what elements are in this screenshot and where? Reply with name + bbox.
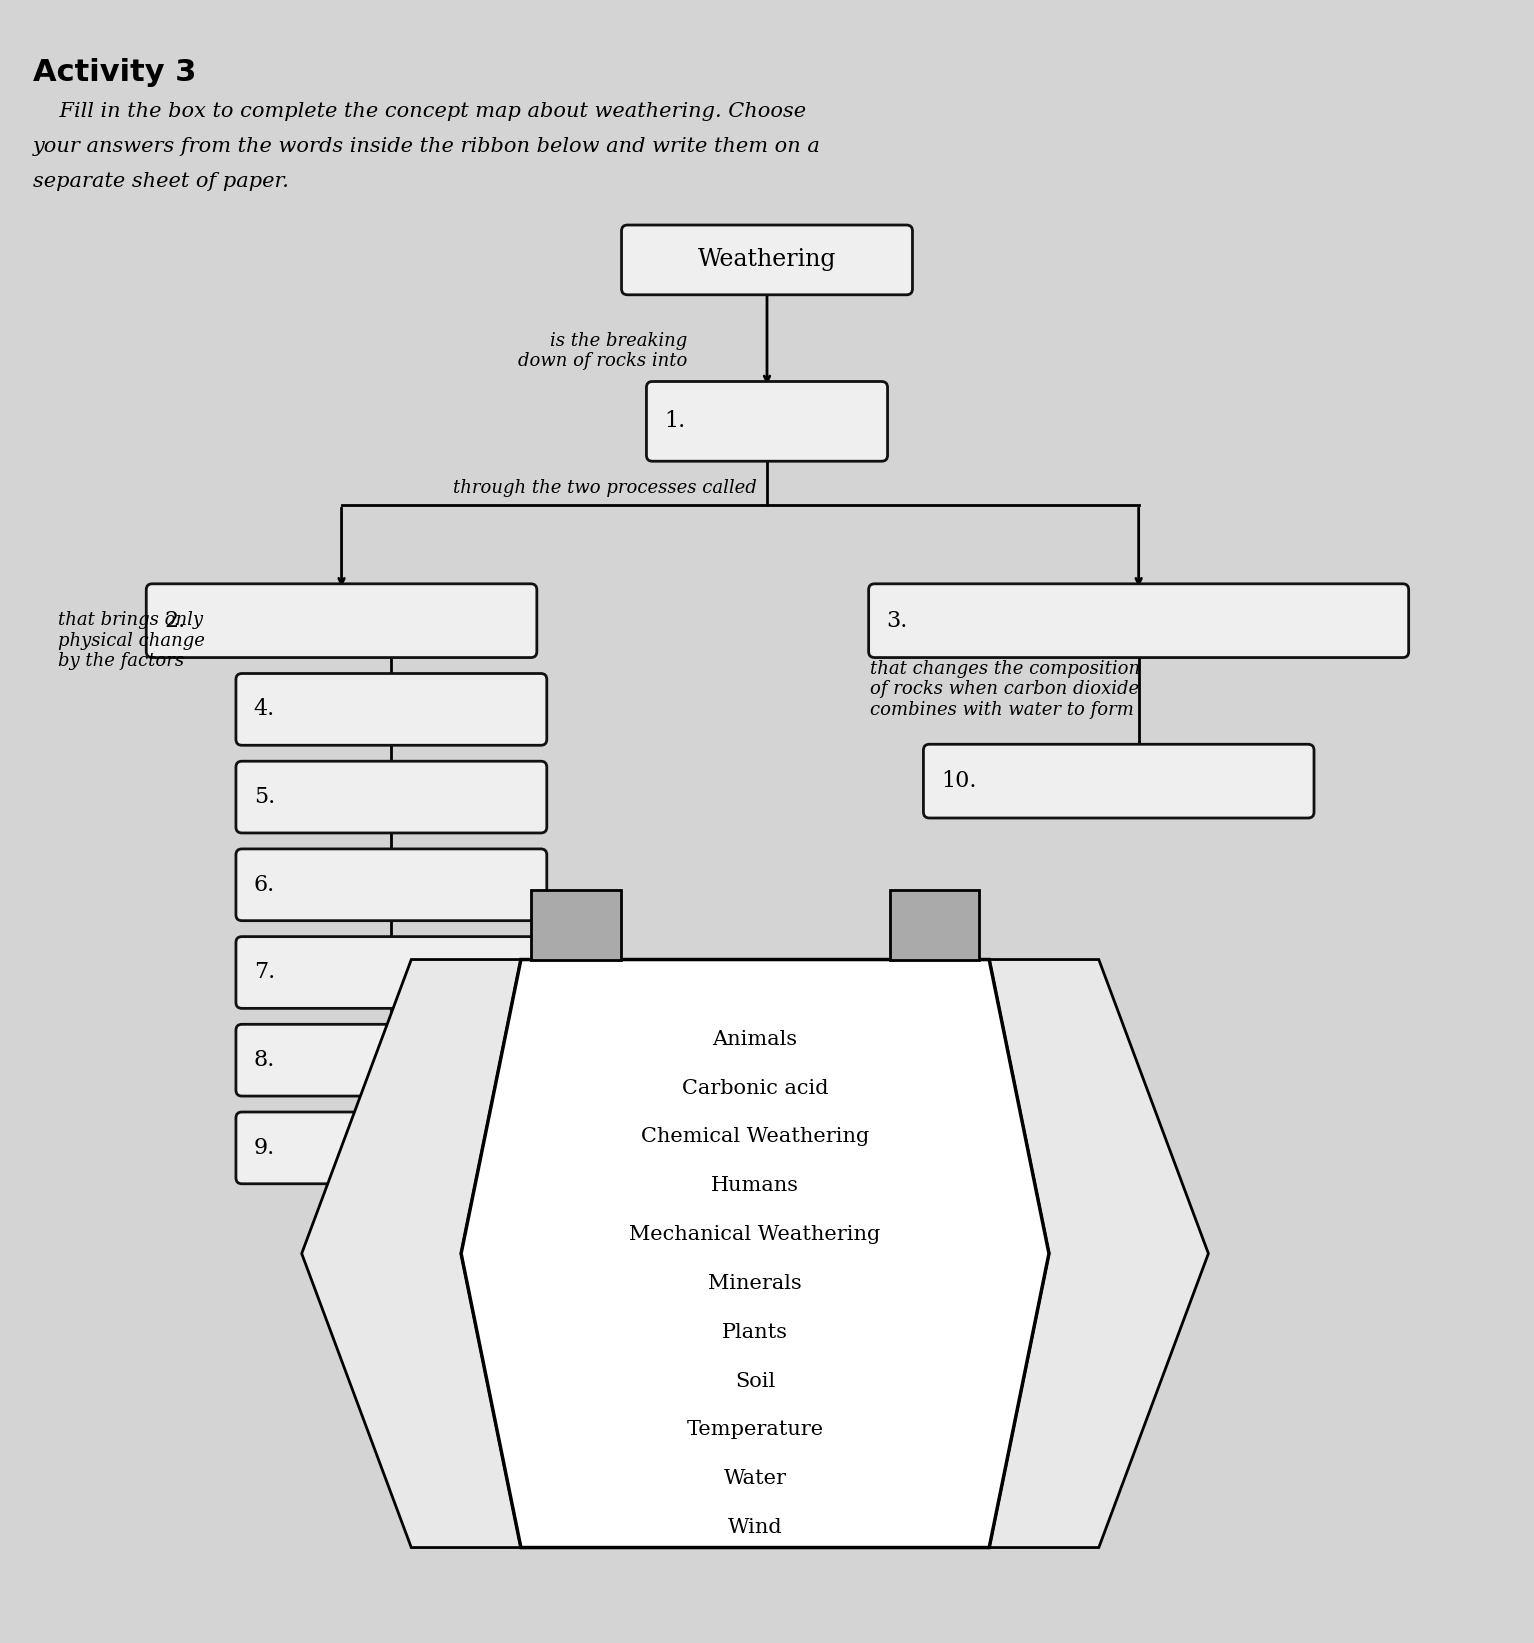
- FancyBboxPatch shape: [236, 674, 546, 746]
- Text: through the two processes called: through the two processes called: [453, 480, 758, 498]
- Text: 10.: 10.: [942, 771, 977, 792]
- Text: 9.: 9.: [253, 1137, 275, 1158]
- FancyBboxPatch shape: [146, 583, 537, 657]
- Text: is the breaking
down of rocks into: is the breaking down of rocks into: [518, 332, 687, 370]
- Text: Plants: Plants: [723, 1323, 788, 1342]
- Polygon shape: [531, 891, 621, 960]
- Polygon shape: [989, 960, 1209, 1548]
- FancyBboxPatch shape: [236, 937, 546, 1009]
- Text: Carbonic acid: Carbonic acid: [681, 1078, 828, 1098]
- Text: Animals: Animals: [712, 1030, 798, 1048]
- Polygon shape: [462, 960, 1049, 1548]
- Text: 8.: 8.: [253, 1050, 275, 1071]
- Polygon shape: [302, 960, 522, 1548]
- FancyBboxPatch shape: [236, 1112, 546, 1183]
- Text: 3.: 3.: [887, 610, 908, 631]
- Text: that changes the composition
of rocks when carbon dioxide
combines with water to: that changes the composition of rocks wh…: [870, 659, 1140, 720]
- FancyBboxPatch shape: [236, 849, 546, 920]
- FancyBboxPatch shape: [621, 225, 913, 294]
- Text: 2.: 2.: [164, 610, 186, 631]
- FancyBboxPatch shape: [923, 744, 1315, 818]
- Text: Humans: Humans: [712, 1176, 799, 1194]
- FancyBboxPatch shape: [236, 761, 546, 833]
- FancyBboxPatch shape: [868, 583, 1408, 657]
- Text: Wind: Wind: [727, 1518, 782, 1538]
- Text: Activity 3: Activity 3: [32, 58, 196, 87]
- Text: Water: Water: [724, 1469, 787, 1489]
- Polygon shape: [890, 891, 979, 960]
- Text: that brings only
physical change
by the factors: that brings only physical change by the …: [58, 611, 204, 670]
- Text: Temperature: Temperature: [687, 1421, 824, 1439]
- Text: Soil: Soil: [735, 1372, 775, 1390]
- Text: 6.: 6.: [253, 874, 275, 895]
- Text: Mechanical Weathering: Mechanical Weathering: [629, 1226, 881, 1244]
- Text: your answers from the words inside the ribbon below and write them on a: your answers from the words inside the r…: [32, 138, 821, 156]
- Text: separate sheet of paper.: separate sheet of paper.: [32, 173, 288, 191]
- Text: 5.: 5.: [253, 785, 275, 808]
- Text: Fill in the box to complete the concept map about weathering. Choose: Fill in the box to complete the concept …: [32, 102, 805, 122]
- Text: Chemical Weathering: Chemical Weathering: [641, 1127, 870, 1147]
- Text: 1.: 1.: [664, 411, 686, 432]
- FancyBboxPatch shape: [646, 381, 888, 462]
- Text: 4.: 4.: [253, 698, 275, 720]
- FancyBboxPatch shape: [236, 1024, 546, 1096]
- Text: Minerals: Minerals: [709, 1273, 802, 1293]
- Text: 7.: 7.: [253, 961, 275, 984]
- Text: Weathering: Weathering: [698, 248, 836, 271]
